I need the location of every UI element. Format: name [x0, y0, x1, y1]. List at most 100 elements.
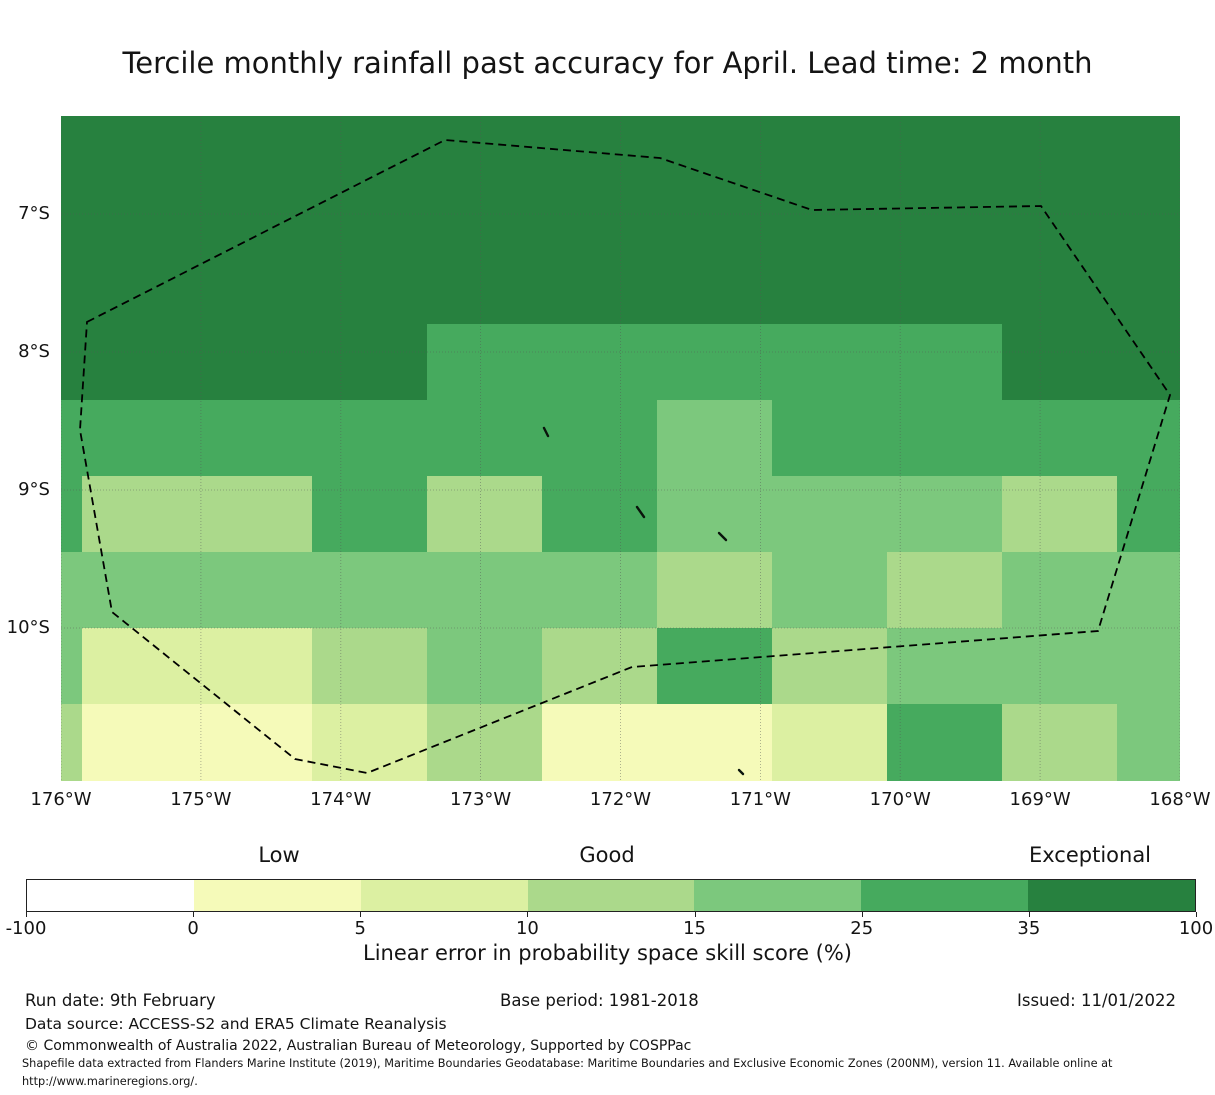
shapefile-attribution-url: http://www.marineregions.org/.: [22, 1075, 198, 1088]
map-cell: [82, 704, 197, 781]
map-cell: [1002, 324, 1117, 400]
colorbar: [26, 879, 1196, 912]
map-cell: [542, 476, 657, 552]
map-cell: [542, 248, 657, 324]
map-cell: [542, 704, 657, 781]
map-cell: [1117, 628, 1180, 704]
x-tick-label: 175°W: [170, 789, 232, 810]
map-cell: [542, 552, 657, 628]
map-cell: [427, 552, 542, 628]
map-cell: [772, 704, 887, 781]
map-cell: [657, 552, 772, 628]
map-cell: [197, 476, 312, 552]
map-cell: [197, 400, 312, 476]
map-cell: [657, 628, 772, 704]
eez-boundary-dashed-outline: [79, 139, 1171, 774]
map-cell: [542, 116, 657, 172]
island-mark: [542, 426, 550, 438]
y-tick-label: 9°S: [18, 479, 50, 500]
colorbar-segment: [193, 880, 361, 911]
colorbar-tick-label: 35: [1017, 918, 1041, 939]
map-cell: [427, 400, 542, 476]
colorbar-tick-label: -100: [5, 918, 47, 939]
colorbar-category-low: Low: [258, 843, 300, 867]
map-cell: [1117, 248, 1180, 324]
map-cell: [887, 552, 1002, 628]
map-cell: [312, 324, 427, 400]
colorbar-segment: [527, 880, 695, 911]
map-cell: [197, 704, 312, 781]
map-cell: [61, 324, 82, 400]
map-cell: [1117, 400, 1180, 476]
map-cell: [197, 324, 312, 400]
copyright-text: © Commonwealth of Australia 2022, Austra…: [25, 1038, 692, 1054]
y-tick-label: 7°S: [18, 203, 50, 224]
map-cell: [772, 116, 887, 172]
map-cell: [887, 628, 1002, 704]
map-cell: [887, 400, 1002, 476]
map-cell: [887, 116, 1002, 172]
island-mark: [717, 531, 728, 542]
colorbar-tick-label: 5: [354, 918, 366, 939]
x-tick-label: 174°W: [310, 789, 372, 810]
data-source-text: Data source: ACCESS-S2 and ERA5 Climate …: [25, 1015, 447, 1033]
map-cell: [1117, 172, 1180, 248]
map: [60, 116, 1181, 781]
map-cell: [82, 116, 197, 172]
x-tick-label: 176°W: [30, 789, 92, 810]
map-cell: [1002, 400, 1117, 476]
map-cell: [657, 324, 772, 400]
map-cell: [1117, 704, 1180, 781]
map-cell: [61, 116, 82, 172]
run-date-text: Run date: 9th February: [25, 991, 216, 1010]
issued-date-text: Issued: 11/01/2022: [1017, 991, 1177, 1010]
map-cell: [772, 400, 887, 476]
map-cell: [82, 172, 197, 248]
map-cell: [887, 248, 1002, 324]
map-cell: [657, 476, 772, 552]
map-cell: [312, 628, 427, 704]
colorbar-tick: [1196, 912, 1197, 917]
colorbar-tick: [1028, 912, 1030, 917]
map-cell: [197, 116, 312, 172]
map-cell: [542, 400, 657, 476]
map-cell: [657, 116, 772, 172]
map-cell: [1117, 476, 1180, 552]
shapefile-attribution-line1: Shapefile data extracted from Flanders M…: [22, 1057, 1113, 1070]
map-cell: [772, 324, 887, 400]
map-cell: [427, 476, 542, 552]
island-mark: [737, 768, 745, 776]
x-tick-label: 172°W: [589, 789, 652, 810]
colorbar-tick: [26, 912, 27, 917]
map-cell: [82, 628, 197, 704]
map-cell: [312, 116, 427, 172]
colorbar-tick: [861, 912, 863, 917]
colorbar-segment: [1028, 880, 1195, 911]
map-cell: [542, 324, 657, 400]
x-tick-label: 169°W: [1009, 789, 1071, 810]
x-tick-label: 173°W: [450, 789, 512, 810]
map-cell: [887, 476, 1002, 552]
map-cell: [427, 324, 542, 400]
base-period-text: Base period: 1981-2018: [500, 991, 699, 1010]
map-cell: [312, 704, 427, 781]
colorbar-tick-label: 100: [1178, 918, 1214, 939]
map-cell: [427, 172, 542, 248]
map-cell: [1002, 628, 1117, 704]
map-cell: [312, 172, 427, 248]
map-cell: [772, 552, 887, 628]
map-cell: [61, 172, 82, 248]
map-cell: [1002, 704, 1117, 781]
colorbar-segment: [360, 880, 528, 911]
rainfall-accuracy-heatmap: [60, 116, 1181, 781]
map-cell: [61, 248, 82, 324]
map-cell: [61, 400, 82, 476]
map-cell: [887, 172, 1002, 248]
map-cell: [1002, 172, 1117, 248]
y-tick-label: 10°S: [6, 617, 50, 638]
map-cell: [82, 248, 197, 324]
map-cell: [427, 704, 542, 781]
map-cell: [61, 704, 82, 781]
map-cell: [1002, 476, 1117, 552]
map-cell: [657, 172, 772, 248]
